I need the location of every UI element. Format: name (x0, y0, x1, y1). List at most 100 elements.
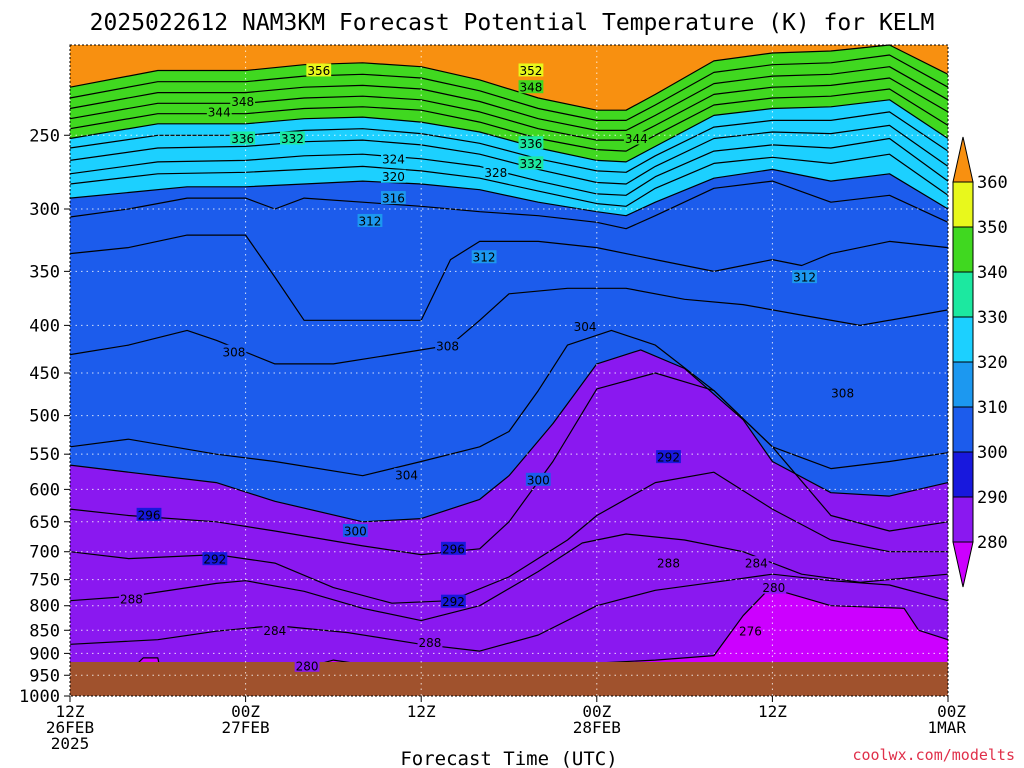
contour-label-bg (440, 594, 466, 608)
x-tick-label: 28FEB (573, 718, 621, 737)
contour-label-280: 280 (294, 658, 320, 673)
contour-label-bg (380, 191, 406, 205)
contour-label-332: 332 (518, 156, 544, 171)
contour-label-312: 312 (792, 270, 817, 285)
y-tick-label-300: 300 (29, 200, 60, 220)
contour-284 (69, 573, 949, 652)
contour-label-344: 344 (206, 104, 232, 119)
contour-label-292: 292 (656, 450, 681, 465)
contour-label-bg (119, 592, 144, 606)
contour-label-bg (206, 104, 232, 118)
contour-label-text: 296 (138, 508, 161, 522)
contour-label-bg (518, 136, 544, 150)
contour-label-bg (656, 556, 681, 570)
ground-below-surface (70, 662, 948, 696)
contour-label-304: 304 (394, 467, 419, 482)
contour-320 (69, 168, 949, 217)
contour-label-bg (357, 213, 383, 227)
contour-label-text: 280 (762, 581, 785, 595)
contour-label-bg (656, 450, 681, 464)
contour-label-text: 328 (484, 166, 507, 180)
contour-312 (69, 234, 949, 321)
contour-360 (69, 44, 949, 111)
y-tick-label-600: 600 (29, 480, 60, 500)
y-tick-label-900: 900 (29, 644, 60, 664)
contour-label-332: 332 (280, 131, 305, 146)
contour-292 (69, 471, 948, 604)
contour-label-276: 276 (738, 624, 763, 639)
band-340-350 (70, 45, 948, 162)
contour-label-bg (280, 131, 305, 145)
contour-label-284: 284 (262, 623, 288, 638)
contour-label-348: 348 (518, 80, 544, 95)
contour-328 (69, 137, 949, 196)
y-tick-label-400: 400 (29, 316, 60, 336)
contour-label-text: 288 (419, 636, 442, 650)
contour-label-bg (830, 386, 856, 400)
contour-label-text: 356 (307, 64, 330, 78)
colorbar-label-320: 320 (977, 353, 1008, 373)
contour-label-bg (792, 270, 817, 284)
contour-label-text: 312 (359, 214, 382, 228)
contour-label-308: 308 (221, 344, 247, 359)
contour-label-text: 332 (519, 157, 542, 171)
contour-label-304: 304 (572, 319, 598, 334)
x-tick-label: 12Z (407, 702, 436, 721)
contour-label-text: 304 (395, 468, 418, 482)
colorbar-label-280: 280 (977, 533, 1008, 553)
y-tick-label-250: 250 (29, 126, 60, 146)
contour-300 (69, 349, 949, 523)
contour-label-344: 344 (623, 131, 649, 146)
x-axis-label: Forecast Time (UTC) (400, 748, 617, 768)
contour-label-312: 312 (357, 213, 383, 228)
contour-label-300: 300 (525, 472, 551, 487)
colorbar-segment (952, 271, 974, 318)
y-tick-label-650: 650 (29, 513, 60, 533)
contour-label-bg (417, 635, 443, 649)
contour-label-336: 336 (230, 131, 256, 146)
x-tick-label: 00Z (937, 702, 966, 721)
contour-label-bg (294, 658, 320, 672)
contour-label-bg (761, 580, 787, 594)
x-tick-label: 00Z (582, 702, 611, 721)
contour-label-bg (483, 165, 509, 179)
contour-332 (69, 124, 949, 185)
y-tick-label-700: 700 (29, 543, 60, 563)
colorbar-segment (952, 361, 974, 408)
contour-label-text: 308 (222, 345, 245, 359)
contour-label-text: 300 (527, 473, 550, 487)
contour-352 (69, 66, 949, 131)
contour-label-text: 332 (281, 132, 304, 146)
colorbar-bottom-arrow (952, 541, 974, 588)
contour-label-text: 288 (120, 593, 143, 607)
x-tick-label: 12Z (758, 702, 787, 721)
contour-label-text: 300 (344, 524, 367, 538)
contour-label-292: 292 (202, 552, 228, 567)
contour-label-296: 296 (440, 541, 466, 556)
contour-label-bg (435, 339, 460, 353)
y-tick-label-750: 750 (29, 571, 60, 591)
x-tick-label: 27FEB (222, 718, 270, 737)
contour-316 (69, 180, 949, 230)
contour-label-text: 308 (436, 340, 459, 354)
contour-356 (69, 54, 949, 121)
contour-label-308: 308 (435, 339, 460, 354)
contour-label-bg (342, 523, 368, 537)
contour-label-348: 348 (230, 94, 256, 109)
grid-lines (69, 45, 949, 697)
credit-text: coolwx.com/modelts (852, 746, 1015, 764)
contour-label-text: 324 (382, 152, 405, 166)
colorbar-segment (952, 451, 974, 498)
contour-label-text: 292 (203, 553, 226, 567)
y-tick-label-1000: 1000 (19, 687, 60, 707)
colorbar-label-360: 360 (977, 173, 1008, 193)
contour-label-328: 328 (483, 165, 509, 180)
contour-label-300: 300 (342, 523, 368, 538)
contour-label-bg (380, 169, 406, 183)
y-tick-label-850: 850 (29, 621, 60, 641)
contour-label-bg (230, 94, 256, 108)
colorbar-segment (952, 316, 974, 363)
